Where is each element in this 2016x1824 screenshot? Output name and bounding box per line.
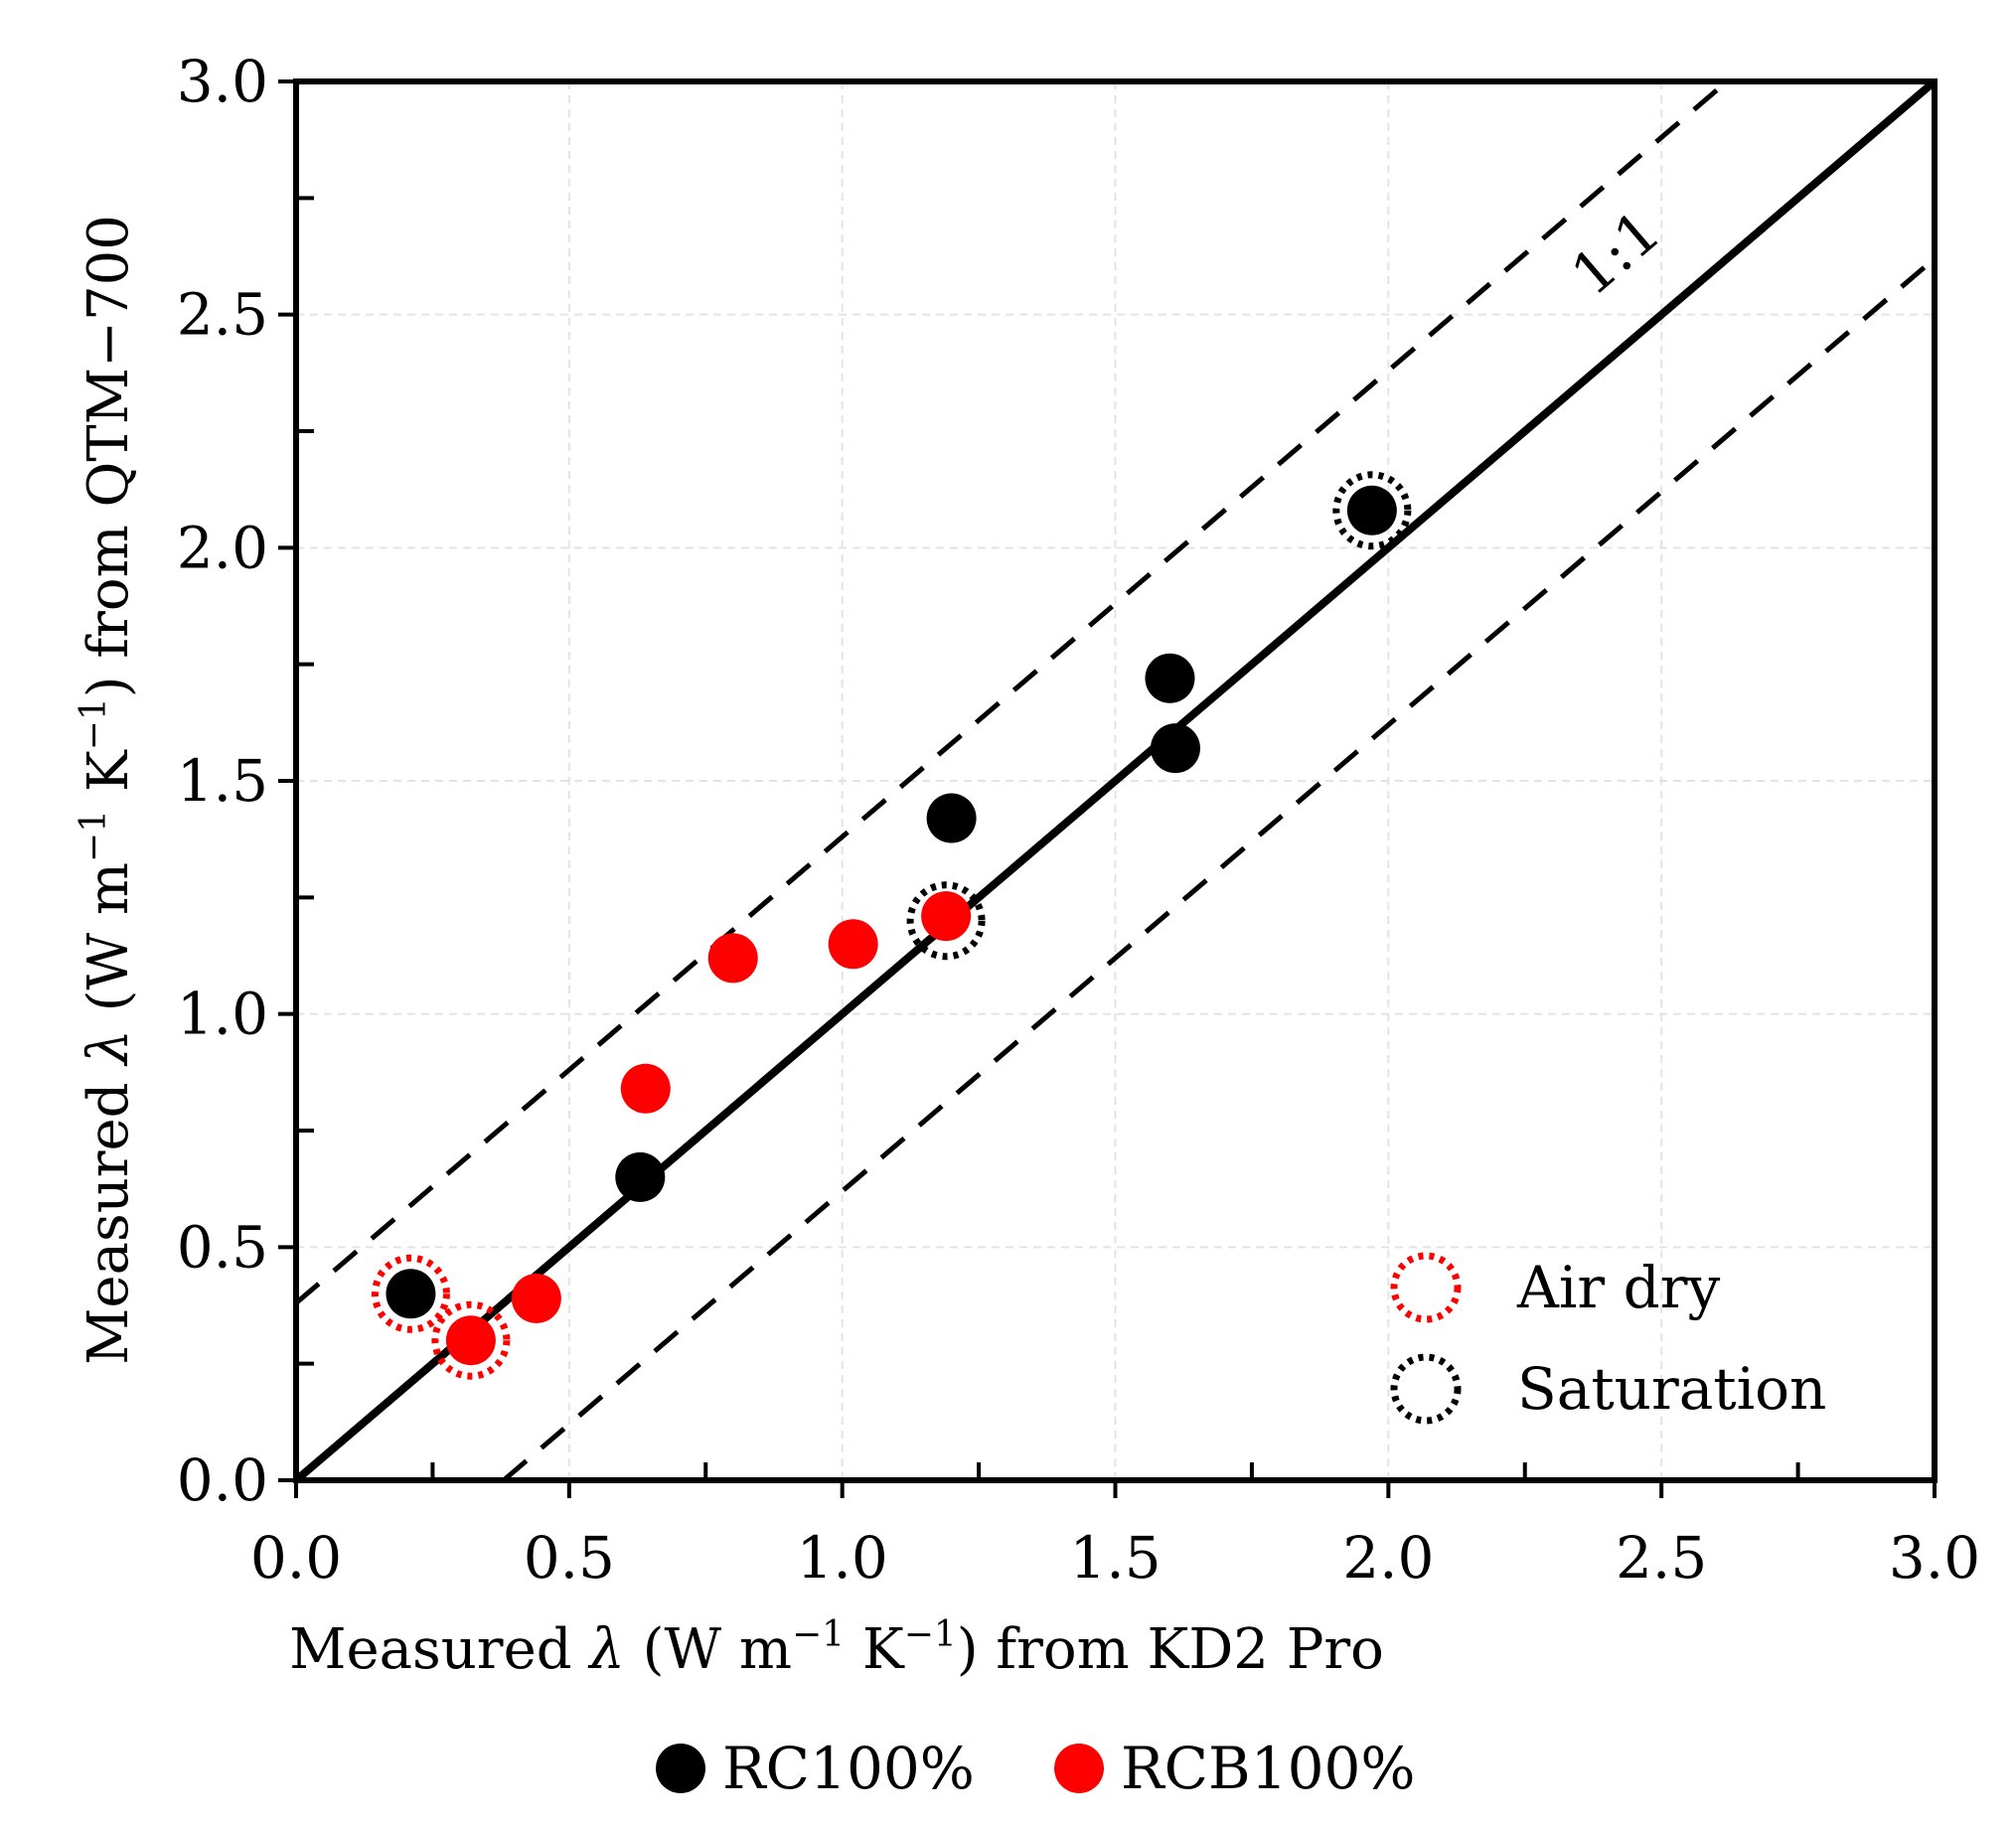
point-rc100 xyxy=(926,793,977,843)
point-rcb100 xyxy=(921,891,972,942)
y-title-suffix: ) from QTM−700 xyxy=(77,215,141,697)
point-rc100 xyxy=(1145,653,1195,703)
x-tick-label: 0.5 xyxy=(524,1524,615,1592)
x-tick-label: 1.5 xyxy=(1069,1524,1161,1592)
ticks: 0.0 0.5 1.0 1.5 2.0 2.5 3.0 0.0 0.5 1.0 1.5 2.0 2.5 3… xyxy=(177,48,1980,1592)
y-tick-label: 1.0 xyxy=(177,981,268,1048)
point-rc100 xyxy=(1346,485,1397,535)
x-tick-label: 3.0 xyxy=(1889,1524,1980,1592)
y-title-m-exp: −1 xyxy=(74,810,114,862)
y-tick-label: 1.5 xyxy=(177,747,268,815)
data-points xyxy=(386,485,1397,1366)
point-rcb100 xyxy=(620,1063,671,1114)
dashed-bound-line xyxy=(502,256,1937,1482)
legend-rcb100-label: RCB100% xyxy=(1121,1735,1416,1802)
x-title-prefix: Measured xyxy=(289,1617,589,1682)
legend-saturation-marker xyxy=(1390,1353,1462,1425)
x-title-symbol: λ xyxy=(587,1617,625,1682)
x-axis-title: Measured λ (W m−1 K−1) from KD2 Pro xyxy=(289,1614,1384,1682)
legend-air-dry-marker xyxy=(1390,1252,1462,1323)
ring-saturation xyxy=(906,881,986,961)
x-title-m-exp: −1 xyxy=(792,1614,845,1655)
ring-air-dry xyxy=(371,1254,450,1333)
x-tick-label: 2.5 xyxy=(1616,1524,1707,1592)
y-tick-label: 2.0 xyxy=(177,514,268,581)
reference-lines xyxy=(293,77,1938,1484)
point-rc100 xyxy=(1150,723,1200,774)
y-tick-label: 2.5 xyxy=(177,281,268,349)
x-tick-label: 1.0 xyxy=(797,1524,888,1592)
legend-rcb100-marker xyxy=(1054,1744,1104,1793)
condition-legend: Air dry Saturation xyxy=(1390,1252,1826,1425)
y-tick-label: 0.0 xyxy=(177,1446,268,1514)
y-title-k-exp: −1 xyxy=(74,697,114,750)
x-title-k: K xyxy=(845,1617,905,1682)
y-title-k: K xyxy=(77,749,141,810)
y-axis-title: Measured λ (W m−1 K−1) from QTM−700 xyxy=(74,215,141,1365)
x-tick-label: 2.0 xyxy=(1342,1524,1434,1592)
point-rcb100 xyxy=(828,919,878,970)
annotation-1-1: 1:1 xyxy=(1559,197,1673,308)
ring-air-dry xyxy=(431,1300,511,1380)
y-title-prefix: Measured xyxy=(77,1065,141,1365)
legend-rc100-marker xyxy=(656,1744,705,1793)
x-title-k-exp: −1 xyxy=(904,1614,957,1655)
y-tick-label: 0.5 xyxy=(177,1213,268,1281)
y-tick-label: 3.0 xyxy=(177,48,268,115)
legend-saturation-label: Saturation xyxy=(1517,1355,1826,1423)
legend-rc100-label: RC100% xyxy=(722,1735,975,1802)
x-tick-label: 0.0 xyxy=(250,1524,342,1592)
point-rcb100 xyxy=(707,933,758,984)
dashed-bound-line xyxy=(294,79,1729,1305)
point-rc100 xyxy=(615,1151,666,1202)
y-title-units: (W m xyxy=(77,862,141,1029)
point-rcb100 xyxy=(445,1315,496,1366)
point-rcb100 xyxy=(511,1273,561,1323)
one-to-one-line xyxy=(293,77,1938,1484)
condition-markers xyxy=(371,471,1412,1380)
y-title-symbol: λ xyxy=(77,1029,141,1067)
x-title-units: (W m xyxy=(625,1617,792,1682)
x-title-suffix: ) from KD2 Pro xyxy=(957,1617,1384,1682)
series-legend: RC100% RCB100% xyxy=(656,1735,1416,1802)
point-rc100 xyxy=(386,1269,436,1319)
ring-saturation xyxy=(1332,471,1412,550)
legend-air-dry-label: Air dry xyxy=(1516,1254,1720,1321)
